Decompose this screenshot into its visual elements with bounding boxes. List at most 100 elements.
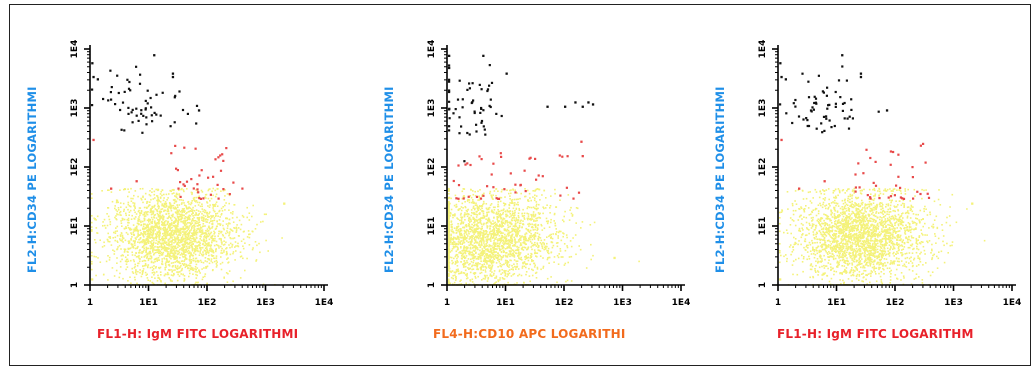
data-point bbox=[115, 215, 117, 217]
data-point bbox=[504, 259, 507, 262]
data-point bbox=[505, 215, 508, 218]
data-point bbox=[457, 268, 459, 271]
data-point bbox=[133, 202, 136, 205]
data-point bbox=[208, 242, 210, 244]
data-point bbox=[509, 255, 511, 258]
data-point bbox=[212, 194, 214, 197]
data-point bbox=[502, 242, 504, 244]
data-point bbox=[134, 254, 136, 257]
data-point bbox=[457, 256, 459, 258]
data-point bbox=[466, 215, 469, 218]
data-point bbox=[251, 215, 253, 218]
data-point bbox=[497, 280, 500, 283]
data-point bbox=[474, 256, 477, 258]
data-point bbox=[150, 236, 153, 239]
data-point bbox=[535, 201, 538, 203]
data-point bbox=[529, 238, 531, 241]
data-point bbox=[482, 250, 485, 252]
data-point bbox=[468, 218, 471, 220]
data-point bbox=[119, 214, 121, 216]
data-point bbox=[119, 202, 122, 204]
data-point bbox=[486, 233, 489, 236]
data-point bbox=[490, 81, 494, 84]
data-point bbox=[122, 241, 124, 243]
data-point bbox=[150, 261, 153, 264]
data-point bbox=[162, 227, 164, 230]
data-point bbox=[212, 175, 215, 178]
data-point bbox=[147, 239, 150, 241]
data-point bbox=[240, 240, 243, 242]
data-point bbox=[484, 271, 487, 273]
data-point bbox=[518, 273, 521, 276]
data-point bbox=[240, 223, 243, 226]
data-point bbox=[498, 260, 500, 263]
data-point bbox=[448, 242, 450, 244]
data-point bbox=[511, 264, 513, 267]
data-point bbox=[127, 208, 129, 211]
data-point bbox=[157, 228, 160, 230]
data-point bbox=[536, 243, 539, 246]
data-point bbox=[255, 259, 258, 261]
data-point bbox=[462, 252, 464, 254]
data-point bbox=[492, 246, 494, 249]
data-point bbox=[448, 240, 450, 242]
data-point bbox=[511, 242, 513, 244]
data-point bbox=[140, 198, 143, 201]
data-point bbox=[451, 270, 454, 272]
data-point bbox=[452, 238, 455, 240]
data-point bbox=[168, 253, 171, 255]
data-point bbox=[538, 188, 540, 191]
data-point bbox=[534, 234, 537, 237]
data-point bbox=[459, 251, 461, 253]
data-point bbox=[477, 256, 480, 259]
data-point bbox=[121, 234, 124, 237]
data-point bbox=[183, 204, 186, 206]
data-point bbox=[550, 237, 552, 239]
data-point bbox=[131, 236, 133, 238]
data-point bbox=[139, 269, 141, 271]
data-point bbox=[216, 205, 219, 207]
data-point bbox=[158, 245, 161, 248]
data-point bbox=[455, 261, 457, 264]
data-point bbox=[192, 209, 194, 212]
data-point bbox=[248, 233, 250, 236]
data-point bbox=[150, 258, 152, 260]
data-point bbox=[150, 260, 153, 263]
data-point bbox=[534, 213, 537, 216]
data-point bbox=[461, 236, 464, 239]
data-point bbox=[197, 214, 199, 216]
data-point bbox=[143, 245, 145, 247]
data-point bbox=[203, 239, 205, 242]
data-point bbox=[91, 251, 93, 254]
data-point bbox=[527, 228, 530, 231]
data-point bbox=[161, 253, 164, 256]
data-point bbox=[149, 251, 151, 253]
data-point bbox=[163, 223, 166, 226]
data-point bbox=[143, 239, 146, 241]
data-point bbox=[168, 238, 171, 240]
data-point bbox=[182, 247, 184, 249]
data-point bbox=[130, 200, 133, 202]
data-point bbox=[159, 218, 161, 220]
data-point bbox=[143, 242, 146, 244]
data-point bbox=[143, 236, 145, 238]
data-point bbox=[504, 233, 506, 236]
data-point bbox=[91, 268, 93, 271]
data-point bbox=[184, 258, 186, 261]
data-point bbox=[180, 238, 183, 240]
data-point bbox=[553, 220, 555, 222]
data-point bbox=[147, 258, 150, 260]
data-point bbox=[123, 208, 125, 211]
data-point bbox=[491, 265, 493, 268]
data-point bbox=[485, 245, 487, 247]
data-point bbox=[189, 260, 191, 262]
data-point bbox=[115, 201, 118, 204]
data-point bbox=[153, 258, 156, 261]
data-point bbox=[220, 245, 222, 248]
data-point bbox=[118, 276, 121, 279]
data-point bbox=[158, 229, 160, 232]
data-point bbox=[199, 238, 201, 240]
data-point bbox=[202, 253, 205, 256]
data-point bbox=[472, 226, 474, 229]
data-point bbox=[190, 220, 193, 222]
